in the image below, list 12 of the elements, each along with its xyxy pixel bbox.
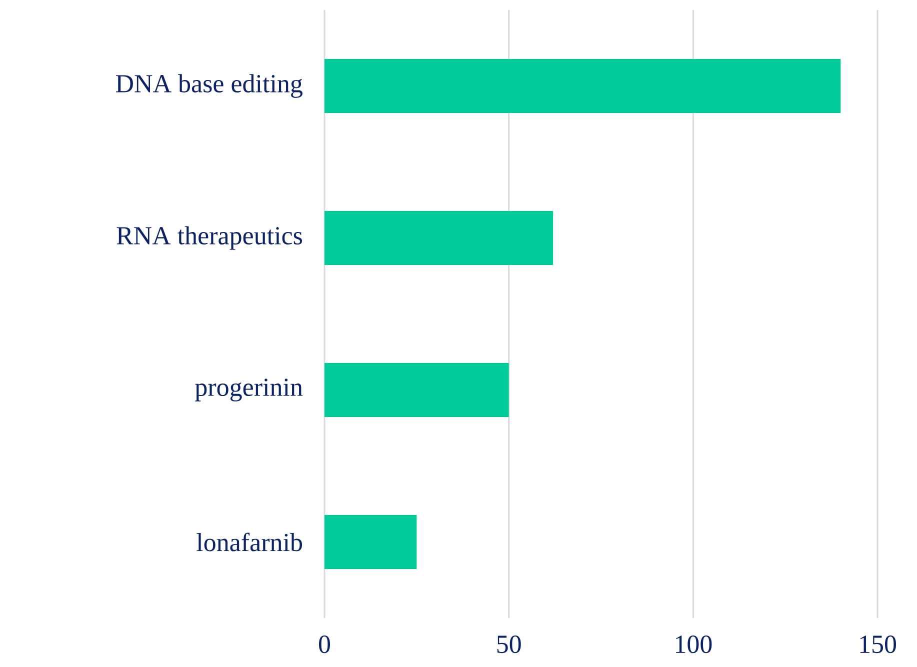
x-tick-label: 150 [860, 636, 896, 654]
bar [324, 211, 554, 266]
y-tick-label: RNA therapeutics [116, 226, 302, 250]
bar [324, 363, 509, 418]
y-tick-label: progerinin [195, 378, 303, 402]
x-tick-label: 0 [318, 636, 330, 654]
x-tick-label: 100 [676, 636, 712, 654]
y-tick-label: lonafarnib [196, 532, 302, 552]
bar [324, 59, 841, 114]
x-tick-label: 50 [497, 636, 521, 654]
bar [324, 515, 417, 570]
y-tick-label: DNA base editing [116, 74, 302, 98]
